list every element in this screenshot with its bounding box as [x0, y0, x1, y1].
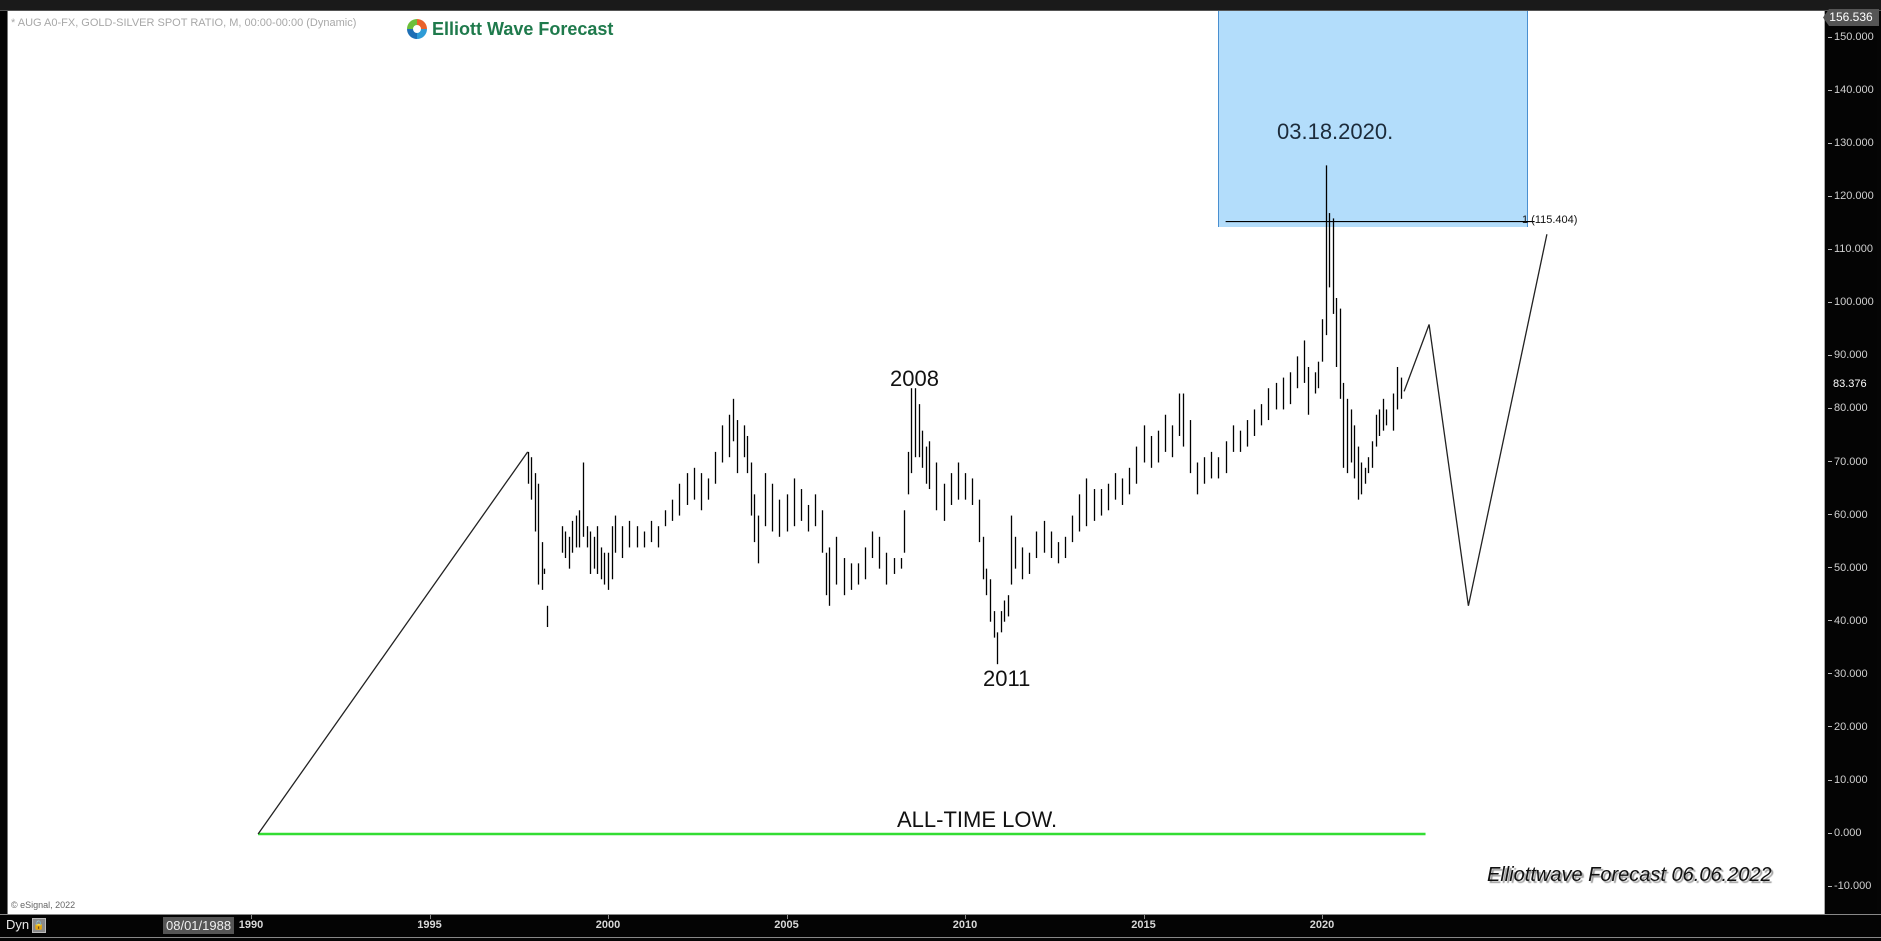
copyright-text: © eSignal, 2022 — [11, 900, 76, 910]
dyn-label: Dyn — [6, 917, 30, 932]
lock-icon[interactable]: 🔒 — [32, 918, 46, 933]
time-tick-label: 2015 — [1131, 919, 1156, 931]
time-tick-mark — [786, 915, 788, 919]
projection-path-line[interactable] — [1403, 234, 1548, 606]
target-zone-box[interactable]: 03.18.2020. — [1218, 11, 1528, 227]
logo-swirl-icon — [407, 19, 427, 39]
all-time-low-label: ALL-TIME LOW. — [897, 807, 1058, 832]
time-tick-mark — [965, 915, 966, 919]
price-tick: 30.000 — [1828, 668, 1868, 680]
time-tick-label: 2010 — [952, 919, 978, 931]
wave-line[interactable] — [257, 451, 529, 835]
top-price-badge: 156.536 — [1823, 9, 1879, 26]
price-tick: 50.000 — [1828, 562, 1868, 574]
signature-text: Elliottwave Forecast 06.06.2022 — [1487, 864, 1772, 886]
price-tick: 130.000 — [1828, 137, 1874, 149]
price-tick: 140.000 — [1828, 84, 1874, 96]
price-axis[interactable]: 150.000 140.000 130.000 120.000 110.000 100.0… — [1824, 11, 1877, 914]
time-tick-label: 2005 — [774, 919, 799, 931]
time-tick-mark — [1322, 915, 1323, 919]
label-2008: 2008 — [890, 366, 939, 391]
price-tick: 120.000 — [1828, 190, 1874, 202]
price-tick: 150.000 — [1828, 31, 1874, 43]
price-tick: 0.000 — [1828, 827, 1862, 839]
label-2011: 2011 — [983, 666, 1031, 691]
time-axis[interactable]: Dyn 🔒 08/01/1988 1990 1995 2000 2005 2010 201… — [0, 914, 1881, 938]
peak-date-label: 03.18.2020. — [1277, 119, 1394, 144]
time-tick-mark — [608, 915, 609, 919]
window-top-bar — [0, 0, 1881, 11]
time-tick-label: 1990 — [238, 919, 264, 931]
symbol-description: * AUG A0-FX, GOLD-SILVER SPOT RATIO, M, … — [11, 17, 357, 29]
price-tick: 100.000 — [1828, 296, 1874, 308]
time-tick-label: 2020 — [1309, 919, 1335, 931]
price-tick: 40.000 — [1828, 615, 1868, 627]
price-tick: 70.000 — [1828, 456, 1868, 468]
time-tick-mark — [251, 915, 252, 919]
price-tick: 80.000 — [1828, 402, 1868, 414]
time-tick-mark — [1143, 915, 1145, 919]
logo-text: Elliott Wave Forecast — [432, 18, 614, 39]
time-tick-mark — [429, 915, 431, 919]
brand-logo: Elliott Wave Forecast — [406, 18, 613, 40]
time-tick-label: 1995 — [417, 919, 442, 931]
price-tick: -10.000 — [1828, 880, 1871, 892]
price-tick: 60.000 — [1828, 509, 1868, 521]
last-price-label: 83.376 — [1833, 377, 1867, 390]
price-tick: 90.000 — [1828, 349, 1868, 361]
cursor-date-badge: 08/01/1988 — [163, 917, 235, 934]
price-tick: 110.000 — [1828, 243, 1873, 255]
time-tick-label: 2000 — [595, 919, 621, 931]
price-tick: 10.000 — [1828, 774, 1868, 786]
fib-extension-label: 1 (115.404) — [1522, 214, 1578, 226]
price-tick: 20.000 — [1828, 721, 1868, 733]
chart-plot-area[interactable]: 03.18.2020. * AUG A0-FX, GOLD-SILVER SPO… — [7, 11, 1825, 914]
